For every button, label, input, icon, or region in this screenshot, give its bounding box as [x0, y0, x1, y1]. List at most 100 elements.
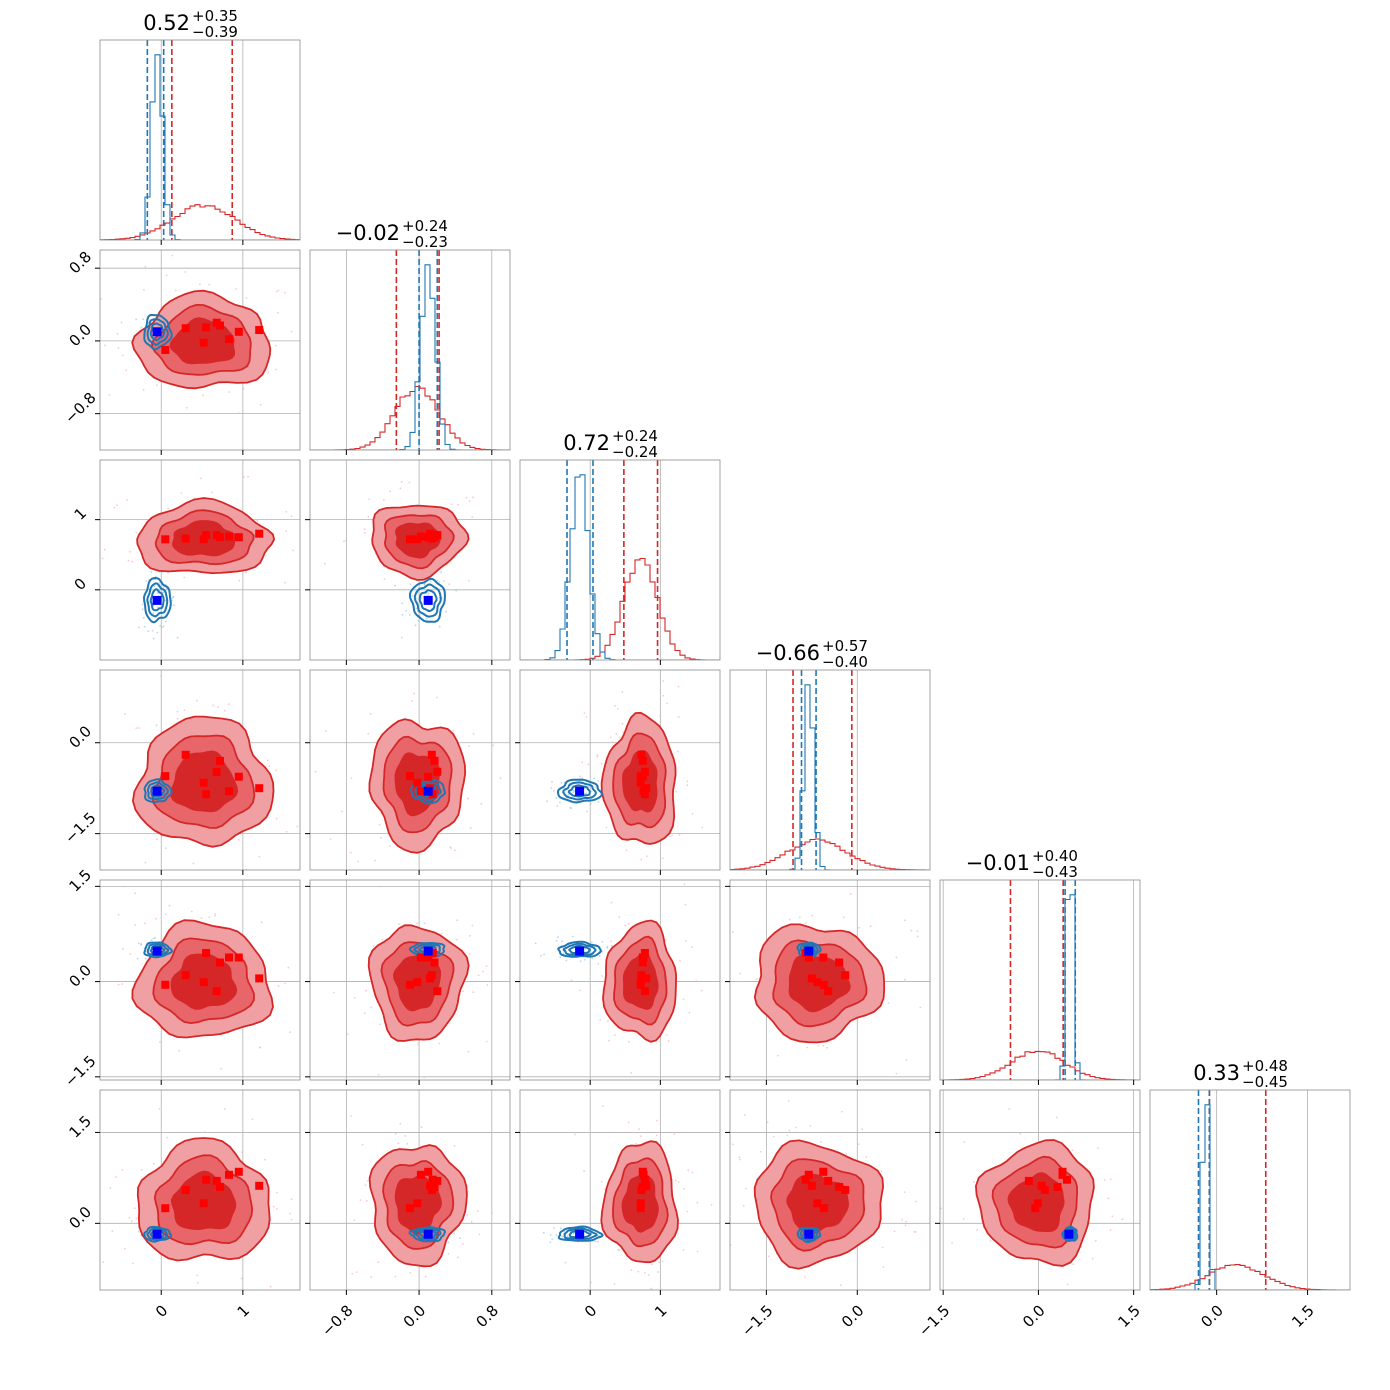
blue-sample-dot — [142, 616, 145, 619]
blue-sample-dot — [154, 936, 156, 939]
red-marker — [819, 980, 828, 989]
red-marker — [433, 1176, 442, 1185]
red-sample-dot — [646, 855, 648, 858]
red-sample-dot — [722, 1044, 724, 1046]
panel-5-4: −1.5 0.0 1.5 — [915, 1089, 1144, 1340]
y-tick-label: −1.5 — [61, 809, 99, 847]
panel-2-1 — [305, 459, 511, 665]
panel-content — [100, 880, 300, 1080]
blue-sample-dot — [141, 608, 144, 611]
red-sample-dot — [383, 578, 386, 580]
red-sample-dot — [144, 861, 147, 864]
red-sample-dot — [208, 283, 211, 286]
blue-contour — [568, 1229, 592, 1239]
red-marker — [202, 949, 211, 957]
blue-contour — [143, 1225, 172, 1243]
red-sample-dot — [409, 1272, 412, 1274]
red-sample-dot — [805, 922, 807, 924]
panel-3-1 — [305, 669, 511, 875]
red-sample-dot — [951, 1242, 953, 1244]
red-marker — [413, 1199, 422, 1208]
red-marker — [234, 327, 243, 336]
red-sample-dot — [477, 974, 480, 977]
blue-sample-dot — [569, 806, 572, 809]
blue-sample-dot — [156, 592, 159, 594]
blue-sample-dot — [597, 1240, 599, 1243]
red-marker — [406, 772, 414, 781]
blue-contour — [408, 942, 446, 959]
blue-sample-dot — [164, 599, 167, 602]
red-marker — [824, 987, 833, 996]
red-sample-dot — [88, 778, 90, 780]
red-sample-dot — [915, 1200, 917, 1203]
y-tick-label: 1 — [71, 504, 90, 523]
red-sample-dot — [625, 849, 628, 852]
blue-sample-dot — [459, 1237, 461, 1240]
red-sample-dot — [238, 412, 240, 415]
blue-marker — [575, 946, 585, 956]
red-sample-dot — [143, 288, 145, 291]
red-sample-dot — [989, 1240, 992, 1242]
red-sample-dot — [424, 1275, 427, 1278]
param-title-minus: −0.45 — [1242, 1073, 1288, 1091]
panel-content — [940, 1090, 1140, 1290]
red-sample-dot — [228, 703, 230, 706]
red-sample-dot — [803, 1275, 806, 1278]
red-marker — [225, 335, 233, 344]
red-sample-dot — [570, 979, 573, 982]
x-tick-label: 0 — [581, 1302, 600, 1321]
blue-sample-dot — [152, 937, 155, 940]
red-sample-dot — [776, 1054, 779, 1057]
red-sample-dot — [452, 729, 455, 732]
red-sample-dot — [788, 918, 791, 921]
red-marker — [255, 326, 264, 334]
blue-sample-dot — [559, 956, 562, 959]
red-marker — [212, 318, 221, 327]
red-marker — [161, 535, 170, 544]
red-sample-dot — [786, 1134, 789, 1137]
red-sample-dot — [581, 761, 584, 764]
red-sample-dot — [303, 685, 305, 687]
red-marker — [835, 1183, 844, 1191]
red-sample-dot — [176, 710, 179, 713]
red-sample-dot — [245, 297, 248, 299]
blue-sample-dot — [440, 571, 442, 574]
red-marker — [637, 750, 646, 759]
blue-contour — [146, 318, 169, 346]
blue-contour — [149, 322, 166, 342]
blue-contour — [143, 778, 173, 804]
red-sample-dot — [321, 862, 323, 864]
blue-sample-dot — [601, 941, 604, 943]
blue-histogram — [100, 54, 300, 240]
blue-sample-dot — [556, 805, 559, 807]
red-sample-dot — [685, 940, 687, 942]
red-marker — [225, 787, 233, 796]
red-sample-dot — [822, 1044, 825, 1047]
blue-sample-dot — [597, 801, 600, 803]
blue-sample-dot — [453, 1232, 455, 1235]
blue-sample-dot — [171, 597, 173, 600]
y-tick-label: −1.5 — [61, 1052, 99, 1090]
red-sample-dot — [739, 1158, 741, 1161]
blue-sample-dot — [137, 942, 140, 945]
red-sample-dot — [365, 1200, 368, 1202]
blue-sample-dot — [540, 954, 542, 957]
red-sample-dot — [134, 892, 137, 895]
blue-sample-dot — [572, 1232, 575, 1235]
red-sample-dot — [596, 755, 598, 758]
blue-marker — [152, 786, 162, 796]
red-sample-dot — [275, 769, 278, 772]
red-sample-dot — [650, 1287, 653, 1290]
red-sample-dot — [865, 1156, 868, 1158]
red-sample-dot — [245, 571, 247, 573]
red-sample-dot — [123, 885, 126, 888]
red-sample-dot — [453, 1145, 456, 1147]
red-sample-dot — [615, 732, 618, 735]
blue-sample-dot — [411, 595, 414, 597]
panel-content — [520, 1090, 720, 1290]
blue-contour — [143, 313, 173, 351]
red-sample-dot — [242, 476, 245, 478]
red-sample-dot — [596, 754, 599, 756]
param-title-plus: +0.40 — [1032, 847, 1078, 865]
blue-sample-dot — [418, 614, 421, 616]
